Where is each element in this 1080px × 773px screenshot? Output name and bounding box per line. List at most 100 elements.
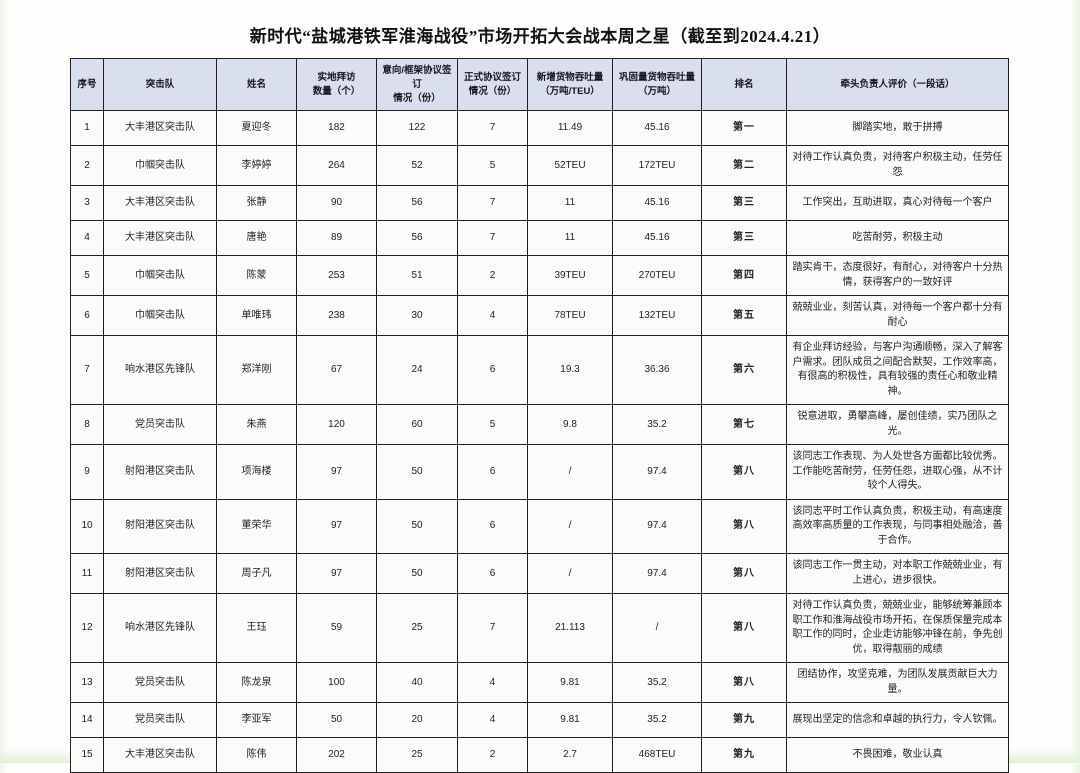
cell-visits: 238 xyxy=(296,295,377,337)
cell-consolidated: 45.16 xyxy=(612,185,702,222)
cell-intent: 24 xyxy=(376,335,458,406)
cell-intent: 56 xyxy=(376,185,458,222)
cell-rank: 第八 xyxy=(701,593,787,664)
cell-new-throughput: 11 xyxy=(527,220,613,257)
cell-evaluation: 对待工作认真负责，兢兢业业，能够统筹兼顾本职工作和淮海战役市场开拓，在保质保量完… xyxy=(786,593,1009,664)
cell-consolidated: 97.4 xyxy=(612,498,702,555)
table-row: 7 响水港区先锋队 郑洋刚 67 24 6 19.3 36.36 第六 有企业拜访经验，与客户沟通… xyxy=(70,335,1009,406)
cell-name: 夏迎冬 xyxy=(216,110,297,147)
cell-rank: 第七 xyxy=(701,404,787,446)
cell-num: 12 xyxy=(70,593,104,664)
cell-team: 党员突击队 xyxy=(103,702,217,739)
cell-consolidated: 35.2 xyxy=(612,404,702,446)
cell-evaluation: 该同志平时工作认真负责，积极主动，有高速度高效率高质量的工作表现，与同事相处融洽… xyxy=(786,498,1009,555)
cell-name: 王珏 xyxy=(216,593,297,664)
cell-intent: 20 xyxy=(376,702,458,739)
cell-intent: 40 xyxy=(376,662,458,704)
cell-evaluation: 踏实肯干，态度很好，有耐心，对待客户十分热情，获得客户的一致好评 xyxy=(786,255,1009,297)
cell-new-throughput: / xyxy=(527,498,613,555)
table-row: 4 大丰港区突击队 唐艳 89 56 7 11 45.16 第三 吃苦耐劳，积极主动 xyxy=(70,220,1009,257)
cell-team: 射阳港区突击队 xyxy=(103,498,217,555)
table-row: 14 党员突击队 李亚军 50 20 4 9.81 35.2 第九 展现出坚定的信念和卓越的执行力… xyxy=(70,702,1009,739)
table-row: 13 党员突击队 陈龙泉 100 40 4 9.81 35.2 第八 团结协作，攻坚克难，为团队发… xyxy=(70,662,1009,704)
cell-formal: 2 xyxy=(457,255,528,297)
cell-name: 陈龙泉 xyxy=(216,662,297,704)
cell-intent: 25 xyxy=(376,593,458,664)
cell-team: 巾帼突击队 xyxy=(103,255,217,297)
cell-intent: 25 xyxy=(376,737,458,773)
cell-visits: 182 xyxy=(296,110,377,147)
header-rank: 排名 xyxy=(701,57,787,112)
cell-rank: 第二 xyxy=(701,145,787,187)
cell-visits: 59 xyxy=(296,593,377,664)
cell-formal: 4 xyxy=(457,702,528,739)
table-row: 10 射阳港区突击队 董荣华 97 50 6/97.4 第八 该同志平时工作认真负责，积极主动… xyxy=(70,498,1009,555)
cell-formal: 4 xyxy=(457,295,528,337)
cell-visits: 253 xyxy=(296,255,377,297)
cell-new-throughput: / xyxy=(527,444,613,500)
cell-formal: 7 xyxy=(457,593,528,664)
cell-name: 董荣华 xyxy=(216,498,297,555)
cell-evaluation: 工作突出，互助进取，真心对待每一个客户 xyxy=(786,185,1009,222)
cell-team: 大丰港区突击队 xyxy=(103,220,217,257)
cell-team: 大丰港区突击队 xyxy=(103,110,217,147)
cell-rank: 第八 xyxy=(701,553,787,595)
cell-new-throughput: 9.81 xyxy=(527,702,613,739)
cell-rank: 第八 xyxy=(701,498,787,555)
cell-formal: 6 xyxy=(457,498,528,555)
cell-num: 4 xyxy=(70,220,104,257)
cell-name: 李婷婷 xyxy=(216,145,297,187)
table-row: 15 大丰港区突击队 陈伟 202 25 2 2.7 468TEU 第九 不畏困难，敬业认真 xyxy=(70,737,1009,773)
cell-num: 5 xyxy=(70,255,104,297)
cell-visits: 90 xyxy=(296,185,377,222)
cell-intent: 52 xyxy=(376,145,458,187)
cell-num: 2 xyxy=(70,145,104,187)
cell-evaluation: 对待工作认真负责，对待客户积极主动，任劳任怨 xyxy=(786,145,1009,187)
cell-consolidated: 36.36 xyxy=(612,335,702,406)
cell-rank: 第三 xyxy=(701,220,787,257)
cell-num: 9 xyxy=(70,444,104,500)
cell-intent: 56 xyxy=(376,220,458,257)
cell-rank: 第八 xyxy=(701,444,787,500)
cell-formal: 6 xyxy=(457,444,528,500)
cell-visits: 120 xyxy=(296,404,377,446)
cell-name: 单唯玮 xyxy=(216,295,297,337)
cell-rank: 第三 xyxy=(701,185,787,222)
page-title: 新时代“盐城港铁军淮海战役”市场开拓大会战本周之星（截至到2024.4.21） xyxy=(249,27,831,46)
cell-evaluation: 展现出坚定的信念和卓越的执行力，令人钦佩。 xyxy=(786,702,1009,739)
cell-visits: 97 xyxy=(296,553,377,595)
table-header-row: 序号 突击队 姓名 实地拜访 数量（个） 意向/框架协议签订 情况（份） 正式协议签订 情… xyxy=(70,57,1009,112)
cell-num: 6 xyxy=(70,295,104,337)
cell-name: 陈伟 xyxy=(216,737,297,773)
cell-evaluation: 锐意进取，勇攀高峰，屡创佳绩，实乃团队之光。 xyxy=(786,404,1009,446)
cell-intent: 50 xyxy=(376,553,458,595)
cell-intent: 30 xyxy=(376,295,458,337)
cell-num: 15 xyxy=(70,737,104,773)
cell-team: 党员突击队 xyxy=(103,404,217,446)
cell-new-throughput: 39TEU xyxy=(527,255,613,297)
cell-name: 李亚军 xyxy=(216,702,297,739)
cell-team: 响水港区先锋队 xyxy=(103,593,217,664)
header-name: 姓名 xyxy=(216,57,297,112)
cell-rank: 第九 xyxy=(701,737,787,773)
cell-formal: 5 xyxy=(457,404,528,446)
cell-evaluation: 该同志工作表现、为人处世各方面都比较优秀。工作能吃苦耐劳，任劳任怨，进取心强，从… xyxy=(786,444,1009,500)
cell-visits: 97 xyxy=(296,444,377,500)
cell-new-throughput: 9.81 xyxy=(527,662,613,704)
header-new_throughput: 新增货物吞吐量 （万吨/TEU） xyxy=(527,57,613,112)
cell-consolidated: 132TEU xyxy=(612,295,702,337)
cell-name: 唐艳 xyxy=(216,220,297,257)
header-evaluation: 牵头负责人评价（一段话） xyxy=(786,57,1009,112)
cell-new-throughput: 19.3 xyxy=(527,335,613,406)
table-row: 11 射阳港区突击队 周子凡 97 50 6/97.4 第八 该同志工作一贯主动，对本职工作兢… xyxy=(70,553,1009,595)
cell-formal: 7 xyxy=(457,220,528,257)
weekly-star-table: 序号 突击队 姓名 实地拜访 数量（个） 意向/框架协议签订 情况（份） 正式协议签订 情… xyxy=(70,57,1009,773)
cell-new-throughput: / xyxy=(527,553,613,595)
cell-evaluation: 该同志工作一贯主动，对本职工作兢兢业业，有上进心，进步很快。 xyxy=(786,553,1009,595)
cell-num: 10 xyxy=(70,498,104,555)
cell-name: 周子凡 xyxy=(216,553,297,595)
cell-visits: 97 xyxy=(296,498,377,555)
cell-name: 朱燕 xyxy=(216,404,297,446)
table-row: 6 巾帼突击队 单唯玮 238 30 4 78TEU 132TEU 第五 兢兢业业，刻苦认真，对待… xyxy=(70,295,1009,337)
